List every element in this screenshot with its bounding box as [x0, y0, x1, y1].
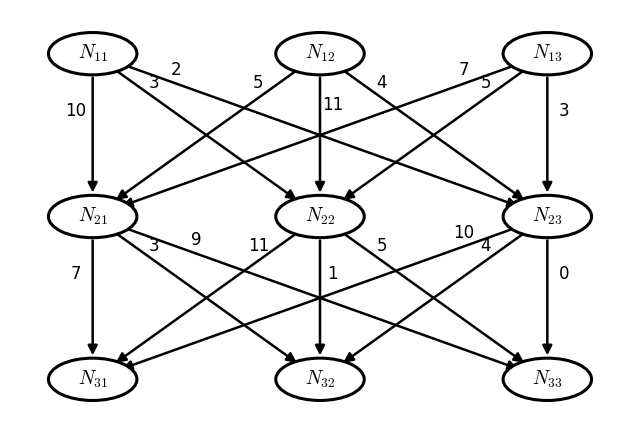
- Text: 11: 11: [248, 236, 269, 255]
- Ellipse shape: [503, 32, 591, 75]
- Ellipse shape: [503, 195, 591, 238]
- Text: 10: 10: [454, 224, 475, 242]
- Text: $N_{11}$: $N_{11}$: [77, 43, 108, 65]
- Ellipse shape: [276, 195, 364, 238]
- Text: $N_{22}$: $N_{22}$: [305, 206, 335, 227]
- Text: $N_{13}$: $N_{13}$: [532, 43, 563, 65]
- Text: $N_{23}$: $N_{23}$: [532, 206, 563, 227]
- Text: 5: 5: [481, 74, 491, 92]
- Text: 5: 5: [376, 236, 387, 255]
- Text: $N_{12}$: $N_{12}$: [305, 43, 335, 65]
- Ellipse shape: [276, 358, 364, 401]
- Text: 3: 3: [149, 74, 160, 92]
- Text: 1: 1: [327, 265, 338, 283]
- Text: $N_{33}$: $N_{33}$: [532, 368, 563, 390]
- Text: 3: 3: [149, 236, 160, 255]
- Text: 2: 2: [170, 61, 181, 80]
- Ellipse shape: [49, 358, 137, 401]
- Text: 5: 5: [253, 74, 264, 92]
- Text: $N_{32}$: $N_{32}$: [305, 368, 335, 390]
- Ellipse shape: [276, 32, 364, 75]
- Ellipse shape: [49, 195, 137, 238]
- Text: 3: 3: [559, 102, 569, 120]
- Text: $N_{31}$: $N_{31}$: [77, 368, 108, 390]
- Text: 7: 7: [459, 61, 469, 80]
- Ellipse shape: [503, 358, 591, 401]
- Text: 9: 9: [191, 232, 201, 249]
- Text: 7: 7: [71, 265, 81, 283]
- Text: 4: 4: [376, 74, 387, 92]
- Text: 0: 0: [559, 265, 569, 283]
- Text: $N_{21}$: $N_{21}$: [77, 206, 108, 227]
- Text: 11: 11: [322, 96, 343, 114]
- Text: 4: 4: [481, 236, 491, 255]
- Ellipse shape: [49, 32, 137, 75]
- Text: 10: 10: [65, 102, 86, 120]
